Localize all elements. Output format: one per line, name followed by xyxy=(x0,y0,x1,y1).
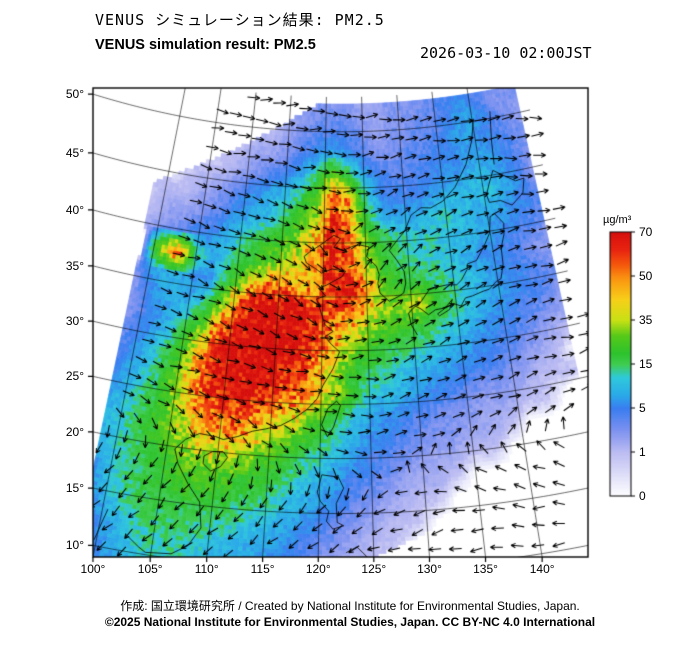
lat-tick-label: 40° xyxy=(65,202,84,217)
lon-tick-label: 140° xyxy=(529,562,555,576)
colorbar-tick-label: 70 xyxy=(639,225,653,239)
lat-tick-label: 15° xyxy=(65,481,84,496)
copyright-line: ©2025 National Institute for Environment… xyxy=(104,615,596,629)
lon-tick-label: 130° xyxy=(417,562,442,576)
lat-tick-label: 20° xyxy=(65,424,84,439)
lon-tick-label: 100° xyxy=(80,562,106,576)
colorbar-tick-label: 0 xyxy=(639,489,646,503)
lat-tick-label: 10° xyxy=(65,538,84,553)
colorbar-tick-label: 15 xyxy=(639,357,653,371)
lat-tick-label: 45° xyxy=(65,145,84,160)
page-title-japanese: VENUS シミュレーション結果: PM2.5 xyxy=(95,11,385,29)
lon-tick-label: 110° xyxy=(194,562,219,576)
colorbar-tick-label: 1 xyxy=(639,445,646,459)
colorbar-tick-label: 35 xyxy=(639,313,653,327)
lat-tick-label: 50° xyxy=(65,87,84,102)
lon-tick-label: 105° xyxy=(137,562,163,576)
lon-tick-label: 120° xyxy=(305,562,331,576)
lat-tick-label: 35° xyxy=(65,258,84,273)
credit-line: 作成: 国立環境研究所 / Created by National Instit… xyxy=(120,599,580,613)
colorbar-tick-label: 50 xyxy=(639,269,653,283)
colorbar-units-label: µg/m³ xyxy=(603,214,632,226)
lat-tick-label: 30° xyxy=(65,314,84,329)
lon-tick-label: 125° xyxy=(361,562,387,576)
colorbar-tick-label: 5 xyxy=(639,401,646,415)
lat-tick-label: 25° xyxy=(65,369,84,384)
page-title-english: VENUS simulation result: PM2.5 xyxy=(95,37,316,53)
lon-tick-label: 115° xyxy=(250,562,275,576)
lon-tick-label: 135° xyxy=(473,562,498,576)
valid-time-label: 2026-03-10 02:00JST xyxy=(420,44,592,62)
